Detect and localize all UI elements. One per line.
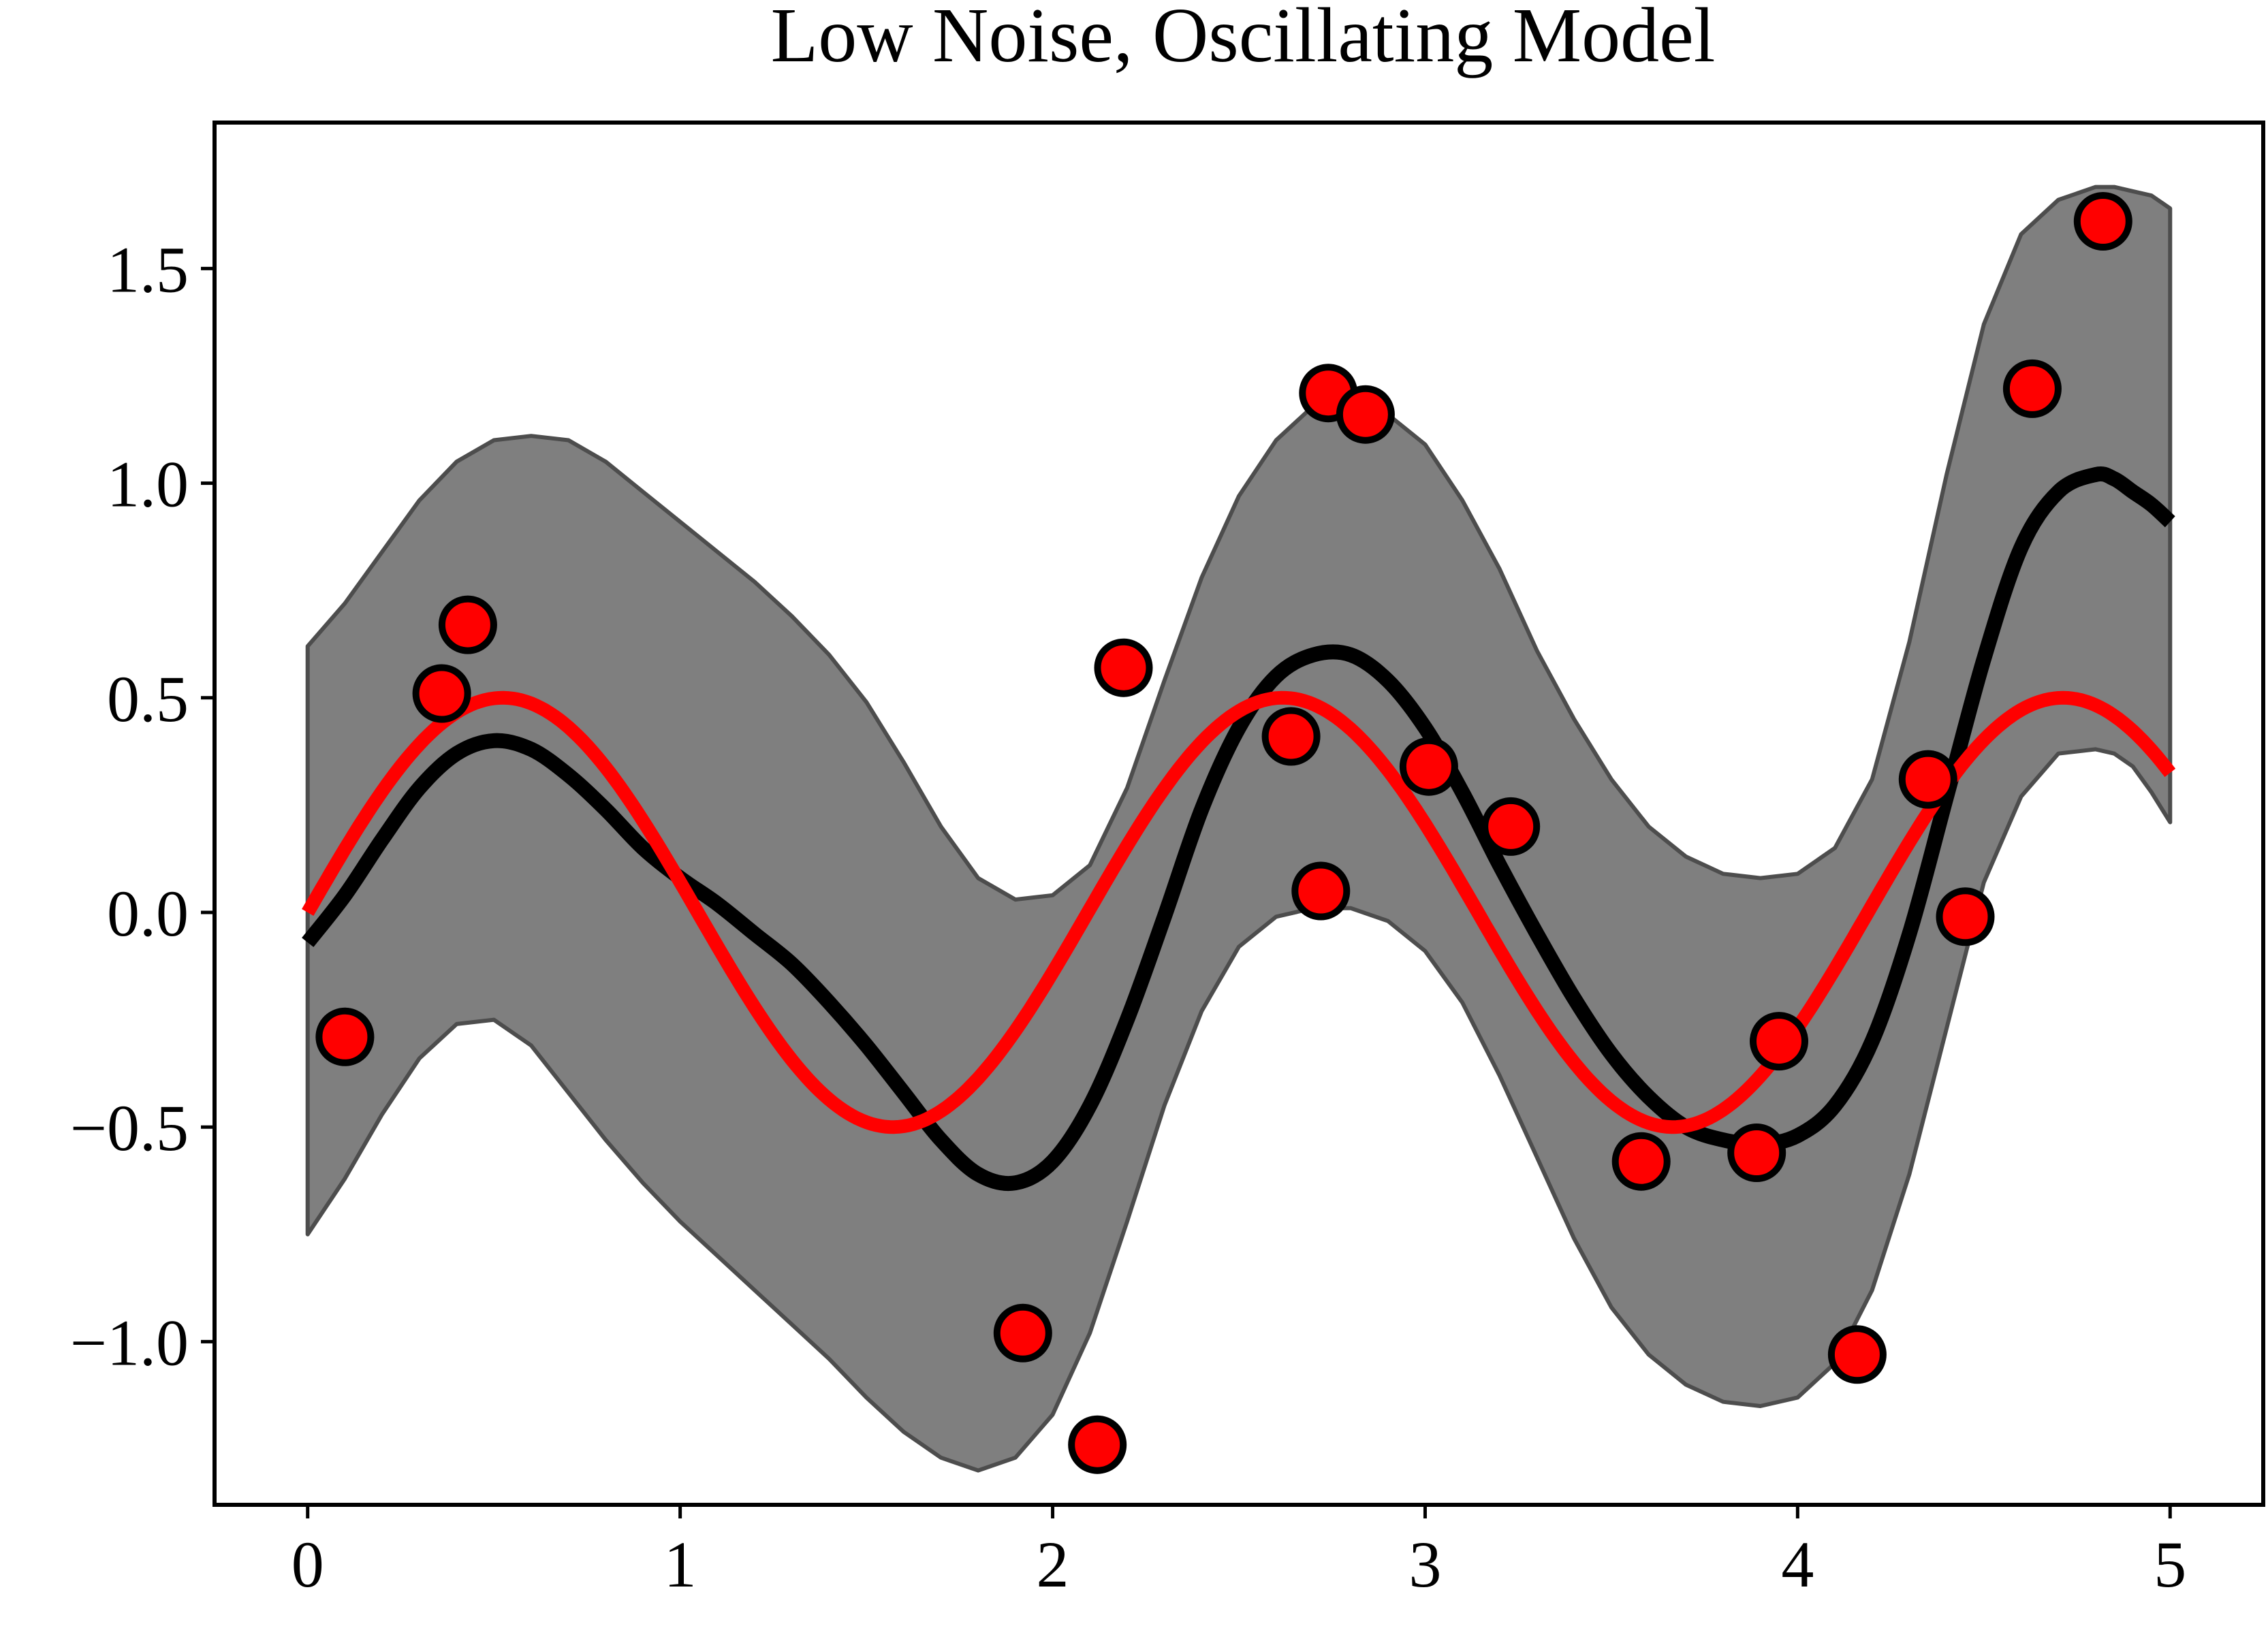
data-point (2002, 359, 2062, 418)
data-point (1611, 1132, 1671, 1191)
data-point (1936, 887, 1995, 946)
confidence-band (305, 185, 2173, 1473)
x-tick-label: 2 (1037, 1528, 1069, 1601)
axes-frame (212, 121, 2265, 1507)
y-tick-label: 0.0 (107, 877, 189, 950)
y-tick-label: 1.0 (107, 448, 189, 521)
x-tick-label: 0 (292, 1528, 324, 1601)
data-point (1336, 385, 1395, 444)
data-point (1750, 1012, 1808, 1071)
x-tick-label: 5 (2154, 1528, 2186, 1601)
x-tick-label: 3 (1408, 1528, 1441, 1601)
data-point (1094, 638, 1153, 697)
data-point (1727, 1124, 1786, 1182)
data-point (1261, 707, 1321, 766)
chart-title: Low Noise, Oscillating Model (771, 0, 1716, 78)
x-tick-label: 1 (664, 1528, 697, 1601)
y-tick-label: 0.5 (107, 663, 189, 735)
data-point (2073, 192, 2132, 251)
mean-line (302, 466, 2175, 1192)
data-point (1291, 861, 1351, 921)
data-point (1399, 737, 1458, 796)
y-tick-label: 1.5 (107, 233, 189, 306)
data-point (1898, 750, 1957, 809)
y-tick-label: −1.0 (70, 1306, 189, 1379)
x-tick-label: 4 (1781, 1528, 1814, 1601)
data-point (1068, 1415, 1127, 1474)
data-point (412, 664, 471, 723)
data-point (315, 1007, 375, 1066)
data-point (1827, 1325, 1887, 1384)
plot-area (302, 185, 2176, 1474)
data-point (438, 595, 497, 654)
y-tick-label: −0.5 (70, 1092, 189, 1164)
data-point (993, 1303, 1052, 1363)
data-point (1481, 797, 1541, 856)
true-function-line (302, 690, 2176, 1134)
axes: 0 1 2 3 4 5 −1.0 −0.5 0.0 0.5 1.0 1.5 (70, 121, 2265, 1601)
